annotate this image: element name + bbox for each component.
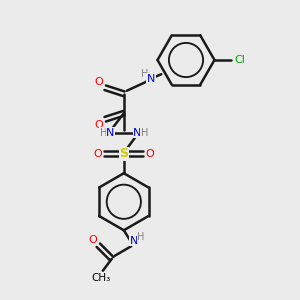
Text: N: N (147, 74, 155, 84)
Text: H: H (100, 128, 107, 138)
Text: N: N (130, 236, 138, 246)
Text: O: O (88, 235, 97, 245)
Text: CH₃: CH₃ (92, 273, 111, 283)
Text: Cl: Cl (235, 55, 245, 65)
Text: O: O (95, 120, 103, 130)
Text: H: H (137, 232, 145, 242)
Text: O: O (93, 149, 102, 159)
Text: N: N (106, 128, 115, 138)
Text: O: O (95, 77, 103, 87)
Text: S: S (119, 147, 128, 160)
Text: O: O (146, 149, 154, 159)
Text: N: N (133, 128, 142, 138)
Text: H: H (140, 128, 148, 138)
Text: H: H (141, 69, 148, 79)
